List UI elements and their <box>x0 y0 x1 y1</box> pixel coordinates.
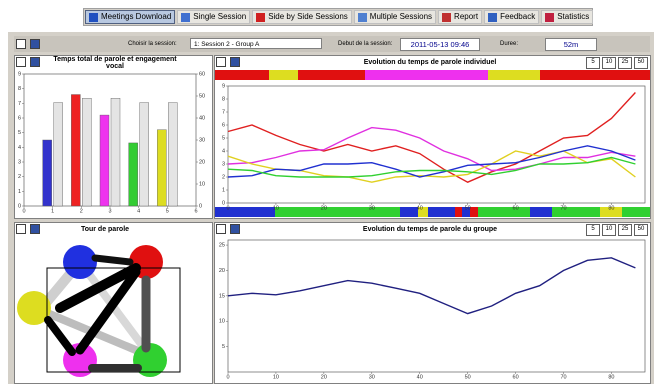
line <box>228 258 635 314</box>
bar <box>111 98 120 206</box>
y-tick-label: 5 <box>222 344 225 350</box>
y-tick-label: 6 <box>222 122 225 128</box>
y-tick-label: 5 <box>18 130 21 136</box>
x-tick-label: 4 <box>137 208 140 214</box>
x-tick-label: 20 <box>321 374 327 380</box>
bar <box>71 95 80 206</box>
y-tick-label: 9 <box>222 83 225 89</box>
turn-network <box>17 245 180 377</box>
y2-tick-label: 20 <box>199 159 205 165</box>
x-tick-label: 1 <box>51 208 54 214</box>
y2-tick-label: 40 <box>199 115 205 121</box>
x-tick-label: 0 <box>22 208 25 214</box>
zoom-button[interactable]: 10 <box>602 57 616 69</box>
x-tick-label: 40 <box>417 374 423 380</box>
zoom-button[interactable]: 25 <box>618 224 632 236</box>
x-tick-label: 70 <box>560 205 566 211</box>
bar <box>168 103 177 206</box>
x-tick-label: 5 <box>166 208 169 214</box>
zoom-button[interactable]: 5 <box>586 224 600 236</box>
y-tick-label: 3 <box>18 159 21 165</box>
y-tick-label: 2 <box>222 174 225 180</box>
y-tick-label: 4 <box>222 148 225 154</box>
zoom-button[interactable]: 25 <box>618 57 632 69</box>
x-tick-label: 60 <box>513 374 519 380</box>
x-tick-label: 3 <box>108 208 111 214</box>
x-tick-label: 50 <box>465 205 471 211</box>
y-tick-label: 20 <box>219 268 225 274</box>
line <box>228 151 635 182</box>
x-tick-label: 70 <box>560 374 566 380</box>
y-tick-label: 7 <box>222 109 225 115</box>
y-tick-label: 3 <box>222 161 225 167</box>
x-tick-label: 50 <box>465 374 471 380</box>
line <box>228 93 635 183</box>
x-tick-label: 30 <box>369 205 375 211</box>
y2-tick-label: 30 <box>199 137 205 143</box>
y-tick-label: 8 <box>222 96 225 102</box>
y-tick-label: 9 <box>18 71 21 77</box>
y2-tick-label: 10 <box>199 181 205 187</box>
y-tick-label: 6 <box>18 115 21 121</box>
x-tick-label: 0 <box>226 374 229 380</box>
y-tick-label: 1 <box>18 189 21 195</box>
bar <box>157 130 166 206</box>
x-tick-label: 6 <box>194 208 197 214</box>
y-tick-label: 10 <box>219 319 225 325</box>
x-tick-label: 40 <box>417 205 423 211</box>
zoom-button[interactable]: 10 <box>602 224 616 236</box>
y-tick-label: 25 <box>219 243 225 249</box>
plot-frame <box>228 240 645 372</box>
y-tick-label: 0 <box>18 203 21 209</box>
y-tick-label: 5 <box>222 135 225 141</box>
x-tick-label: 20 <box>321 205 327 211</box>
zoom-button[interactable]: 50 <box>634 224 648 236</box>
speaker-strip <box>215 70 650 217</box>
zoom-button[interactable]: 5 <box>586 57 600 69</box>
bar <box>100 115 109 206</box>
y-tick-label: 15 <box>219 293 225 299</box>
y-tick-label: 2 <box>18 174 21 180</box>
y2-tick-label: 0 <box>199 203 202 209</box>
y-tick-label: 1 <box>222 187 225 193</box>
bar <box>82 98 91 206</box>
y-tick-label: 0 <box>222 200 225 206</box>
x-tick-label: 0 <box>226 205 229 211</box>
y2-tick-label: 50 <box>199 93 205 99</box>
charts: 0123456789010203040506001234560123456789… <box>0 0 658 384</box>
y-tick-label: 4 <box>18 145 21 151</box>
app-window: Meetings DownloadSingle SessionSide by S… <box>0 0 658 384</box>
bar <box>43 140 52 206</box>
x-tick-label: 10 <box>273 205 279 211</box>
y-tick-label: 8 <box>18 86 21 92</box>
bar <box>129 143 138 206</box>
y-tick-label: 7 <box>18 101 21 107</box>
x-tick-label: 2 <box>80 208 83 214</box>
bar <box>140 103 149 206</box>
zoom-button[interactable]: 50 <box>634 57 648 69</box>
bar <box>54 103 63 206</box>
x-tick-label: 80 <box>608 374 614 380</box>
x-tick-label: 10 <box>273 374 279 380</box>
plot-frame <box>228 86 645 203</box>
y2-tick-label: 60 <box>199 71 205 77</box>
x-tick-label: 80 <box>608 205 614 211</box>
x-tick-label: 60 <box>513 205 519 211</box>
x-tick-label: 30 <box>369 374 375 380</box>
